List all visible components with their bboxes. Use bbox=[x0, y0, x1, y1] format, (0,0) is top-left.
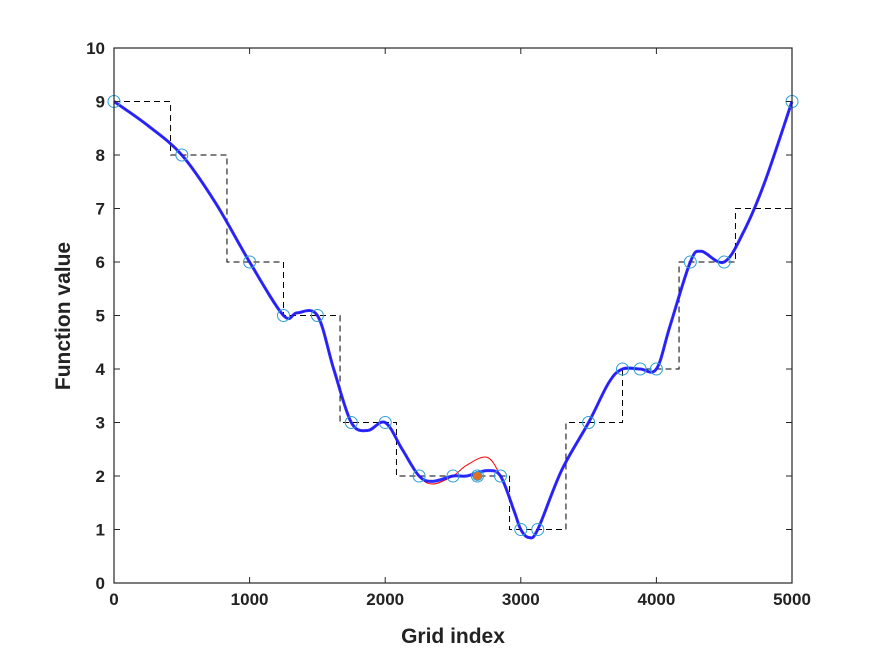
y-axis-ticks: 0 1 2 3 4 5 6 7 8 9 10 bbox=[86, 39, 792, 593]
data-point-marker bbox=[412, 469, 426, 483]
data-point-marker bbox=[493, 469, 507, 483]
y-tick-label: 2 bbox=[96, 467, 105, 486]
y-tick-label: 8 bbox=[96, 146, 105, 165]
data-point-marker bbox=[344, 416, 358, 429]
x-tick-label: 5000 bbox=[773, 590, 811, 609]
y-tick-label: 3 bbox=[96, 414, 105, 433]
data-point-marker bbox=[277, 309, 290, 322]
data-point-marker bbox=[310, 309, 324, 322]
y-tick-label: 10 bbox=[86, 39, 105, 58]
x-tick-label: 4000 bbox=[637, 590, 675, 609]
plot-frame bbox=[113, 47, 793, 584]
data-point-marker bbox=[531, 523, 545, 536]
y-tick-label: 5 bbox=[96, 307, 105, 326]
y-tick-label: 4 bbox=[96, 360, 106, 379]
y-tick-label: 9 bbox=[96, 93, 105, 112]
data-point-marker bbox=[514, 523, 528, 536]
y-tick-label: 6 bbox=[96, 253, 105, 272]
data-point-marker bbox=[470, 469, 484, 483]
y-tick-label: 0 bbox=[96, 574, 105, 593]
x-tick-label: 0 bbox=[109, 590, 118, 609]
x-tick-label: 1000 bbox=[231, 590, 269, 609]
data-point-marker bbox=[649, 362, 663, 376]
data-point-marker bbox=[683, 255, 697, 269]
x-tick-label: 2000 bbox=[366, 590, 404, 609]
plot-layer bbox=[107, 95, 799, 540]
x-axis-ticks: 0 1000 2000 3000 4000 5000 bbox=[109, 48, 811, 609]
x-axis-title: Grid index bbox=[401, 625, 505, 648]
x-tick-label: 3000 bbox=[502, 590, 540, 609]
data-point-marker bbox=[243, 255, 257, 269]
data-point-marker bbox=[446, 469, 460, 483]
y-tick-label: 7 bbox=[96, 200, 105, 219]
data-point-marker bbox=[717, 255, 731, 269]
data-point-marker bbox=[633, 362, 647, 376]
data-point-marker bbox=[582, 416, 596, 429]
data-point-marker bbox=[175, 148, 189, 162]
highlighted-point-marker bbox=[472, 471, 483, 481]
y-tick-label: 1 bbox=[96, 521, 105, 540]
blue-fit-line bbox=[113, 100, 794, 540]
data-point-marker bbox=[616, 362, 629, 376]
y-axis-title: Function value bbox=[52, 242, 75, 390]
data-point-marker bbox=[378, 416, 392, 429]
